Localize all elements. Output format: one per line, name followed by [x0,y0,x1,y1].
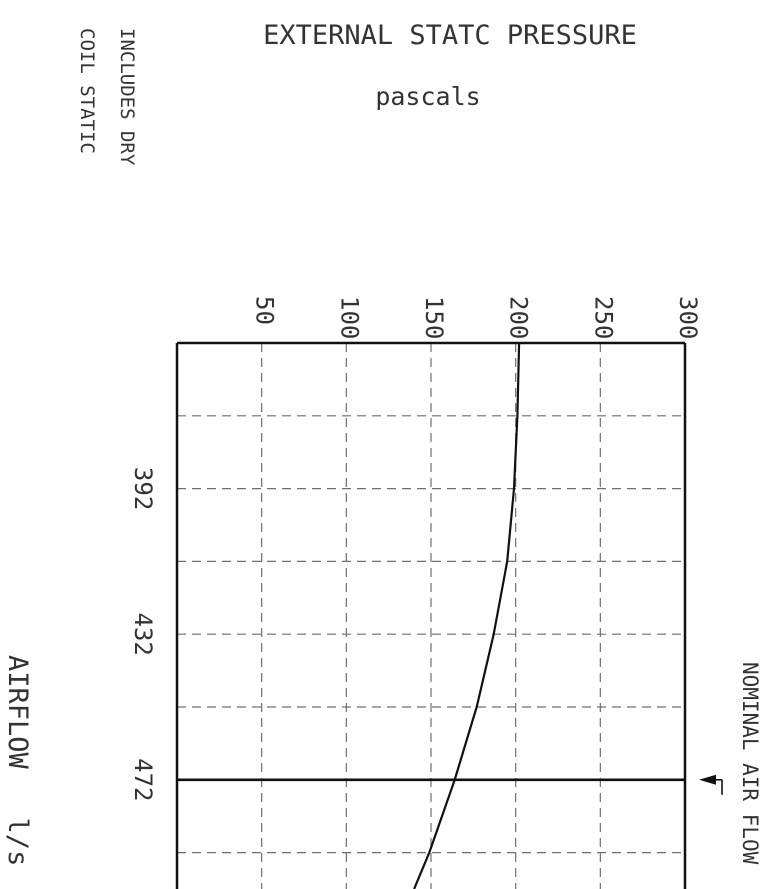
tick-layer: 50 100 150 200 250 300 392 432 472 [129,296,702,801]
plot-layer [175,341,723,889]
airflow-tick-label-472: 472 [129,758,157,801]
pressure-tick-label-200: 200 [505,296,533,339]
pressure-curve-line [413,342,521,889]
x-axis-label: AIRFLOW l/s [2,655,33,866]
nominal-arrow-head [699,774,716,785]
airflow-tick-label-392: 392 [129,467,157,510]
grid-layer [177,343,685,889]
pressure-tick-label-150: 150 [420,296,448,339]
chart-title: EXTERNAL STATC PRESSURE [263,20,637,51]
pressure-tick-label-250: 250 [589,296,617,339]
airflow-tick-label-432: 432 [129,613,157,656]
nominal-airflow-label: NOMINAL AIR FLOW [738,662,762,865]
pressure-tick-label-100: 100 [335,296,363,339]
note-line-1: INCLUDES DRY [116,28,138,166]
note-line-2: COIL STATIC [76,28,98,154]
pressure-tick-label-50: 50 [251,296,279,325]
pressure-tick-label-300: 300 [674,296,702,339]
chart-subtitle: pascals [375,82,480,111]
